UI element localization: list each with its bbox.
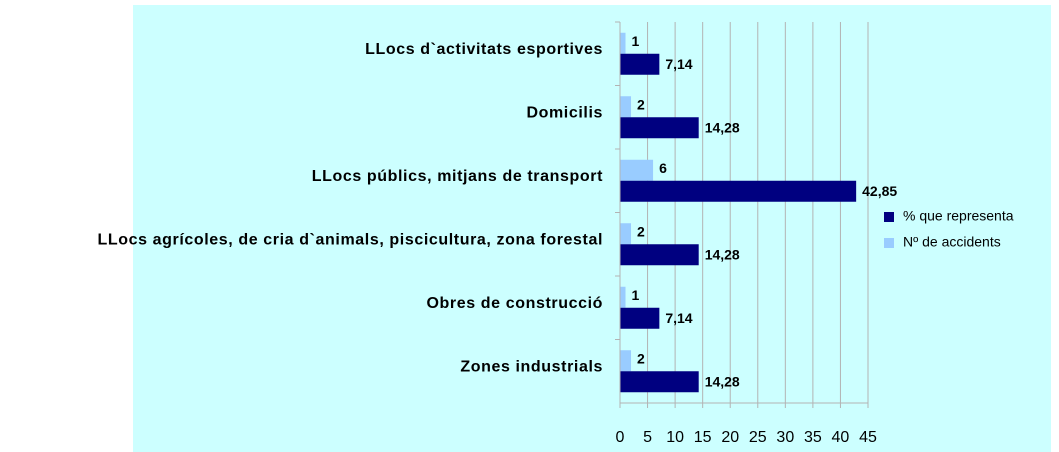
x-tick-label: 5 (643, 429, 652, 446)
x-tick-label: 20 (721, 429, 739, 446)
bar (620, 223, 632, 245)
bar (620, 180, 857, 202)
category-label: LLocs agrícoles, de cria d`animals, pisc… (97, 231, 603, 248)
bar (620, 159, 654, 181)
x-tick-label: 40 (832, 429, 850, 446)
legend-label: Nº de accidents (903, 234, 1001, 250)
x-tick-label: 0 (616, 429, 625, 446)
category-label: Domicilis (526, 104, 603, 121)
bar (620, 244, 699, 266)
value-label: 14,28 (705, 373, 740, 389)
value-label: 2 (637, 96, 645, 112)
x-tick-label: 25 (749, 429, 767, 446)
x-tick-label: 35 (804, 429, 822, 446)
value-label: 42,85 (862, 183, 897, 199)
value-label: 2 (637, 223, 645, 239)
bar (620, 96, 632, 118)
bar (620, 307, 660, 329)
legend-label: % que representa (903, 208, 1014, 224)
value-label: 1 (632, 33, 640, 49)
value-label: 2 (637, 350, 645, 366)
value-label: 6 (659, 160, 667, 176)
x-tick-label: 30 (776, 429, 794, 446)
value-label: 1 (632, 287, 640, 303)
bar (620, 371, 699, 393)
value-label: 7,14 (665, 310, 692, 326)
value-label: 14,28 (705, 119, 740, 135)
x-tick-label: 10 (666, 429, 684, 446)
bar (620, 286, 626, 308)
category-label: Obres de construcció (427, 295, 604, 312)
legend-swatch (884, 212, 894, 222)
bar (620, 350, 632, 372)
bar (620, 32, 626, 54)
category-label: LLocs públics, mitjans de transport (312, 168, 603, 185)
chart-background (133, 5, 1051, 452)
bar (620, 53, 660, 75)
value-label: 7,14 (665, 56, 692, 72)
value-label: 14,28 (705, 246, 740, 262)
category-label: LLocs d`activitats esportives (365, 41, 603, 58)
x-tick-label: 15 (694, 429, 712, 446)
category-label: Zones industrials (460, 358, 603, 375)
legend-swatch (884, 238, 894, 248)
x-tick-label: 45 (859, 429, 877, 446)
bar (620, 117, 699, 139)
